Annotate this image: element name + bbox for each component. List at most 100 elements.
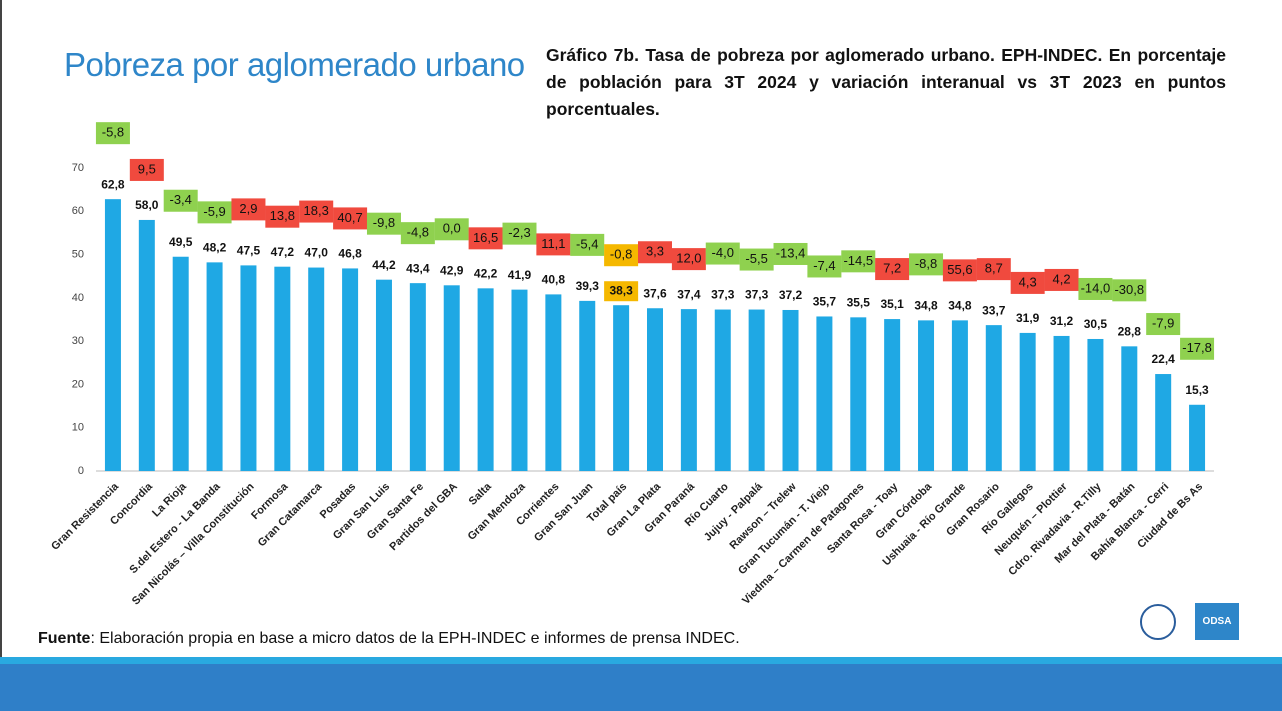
source-text: : Elaboración propia en base a micro dat… bbox=[90, 630, 740, 647]
value-label: 43,4 bbox=[406, 261, 430, 275]
source-label: Fuente bbox=[38, 630, 91, 647]
value-label: 46,8 bbox=[338, 247, 362, 261]
footer-band bbox=[0, 657, 1282, 664]
x-tick-label: Viedma – Carmen de Patagones bbox=[740, 481, 866, 607]
variation-label: 11,1 bbox=[541, 236, 565, 251]
bar bbox=[1155, 374, 1172, 471]
variation-label: -5,8 bbox=[102, 125, 124, 140]
variation-box bbox=[604, 244, 639, 267]
variation-box bbox=[909, 253, 944, 276]
y-tick-label: 40 bbox=[72, 292, 84, 304]
variation-label: 0,0 bbox=[443, 221, 461, 236]
y-tick-label: 50 bbox=[72, 248, 84, 260]
variation-label: 40,7 bbox=[337, 210, 362, 225]
variation-label: -3,4 bbox=[169, 192, 191, 207]
bar bbox=[579, 300, 596, 471]
bar bbox=[918, 320, 935, 471]
variation-box bbox=[570, 233, 605, 256]
bar bbox=[206, 262, 223, 471]
variation-box bbox=[671, 248, 706, 271]
value-label: 37,3 bbox=[745, 288, 769, 302]
y-tick-label: 30 bbox=[72, 335, 84, 347]
value-label: 30,5 bbox=[1084, 317, 1108, 331]
bar bbox=[308, 267, 325, 471]
bar bbox=[104, 199, 121, 471]
bar bbox=[545, 294, 562, 471]
value-label: 37,3 bbox=[711, 288, 735, 302]
variation-label: 18,3 bbox=[304, 203, 329, 218]
bar bbox=[1189, 404, 1206, 471]
variation-box bbox=[1044, 268, 1079, 291]
value-label: 42,2 bbox=[474, 267, 498, 281]
value-label: 34,8 bbox=[914, 299, 938, 313]
bar bbox=[985, 325, 1002, 471]
variation-label: -8,8 bbox=[915, 256, 937, 271]
y-tick-label: 70 bbox=[72, 162, 84, 174]
bar bbox=[1019, 332, 1036, 471]
variation-box bbox=[1146, 313, 1181, 336]
value-label: 48,2 bbox=[203, 241, 227, 255]
variation-box bbox=[841, 250, 876, 273]
variation-label: 3,3 bbox=[646, 244, 664, 259]
y-tick-label: 20 bbox=[72, 378, 84, 390]
chart-title: Gráfico 7b. Tasa de pobreza por aglomera… bbox=[546, 45, 1226, 119]
variation-label: 4,3 bbox=[1019, 274, 1037, 289]
value-label: 35,5 bbox=[847, 296, 871, 310]
variation-box bbox=[231, 198, 266, 221]
slide-title: Pobreza por aglomerado urbano bbox=[64, 46, 525, 83]
variation-box bbox=[163, 189, 198, 212]
slide-edge bbox=[0, 0, 2, 711]
bar bbox=[613, 305, 630, 471]
variation-label: -14,0 bbox=[1081, 280, 1111, 295]
variation-box bbox=[197, 201, 232, 224]
bar bbox=[511, 289, 528, 471]
variation-label: 2,9 bbox=[239, 201, 257, 216]
variation-box bbox=[976, 258, 1011, 281]
value-label: 33,7 bbox=[982, 303, 1006, 317]
variation-box bbox=[299, 200, 334, 223]
variation-label: -5,5 bbox=[745, 251, 767, 266]
x-tick-label: Ciudad de Bs As bbox=[1135, 481, 1205, 551]
variation-box bbox=[434, 218, 469, 241]
variation-label: -5,4 bbox=[576, 236, 598, 251]
variation-box bbox=[1078, 277, 1113, 300]
variation-box bbox=[265, 205, 300, 228]
variation-label: -14,5 bbox=[843, 253, 873, 268]
variation-label: 55,6 bbox=[947, 262, 972, 277]
bar bbox=[748, 309, 765, 471]
variation-box bbox=[1180, 337, 1215, 360]
x-tick-label: Jujuy - Palpalá bbox=[702, 480, 766, 544]
variation-label: -13,4 bbox=[776, 245, 806, 260]
y-tick-label: 10 bbox=[72, 422, 84, 434]
variation-box bbox=[1112, 279, 1147, 302]
bar bbox=[240, 265, 257, 471]
variation-label: 9,5 bbox=[138, 161, 156, 176]
x-tick-label: Salta bbox=[467, 480, 495, 508]
variation-box bbox=[129, 158, 164, 181]
bar bbox=[477, 288, 494, 471]
value-label: 22,4 bbox=[1152, 352, 1176, 366]
variation-label: -30,8 bbox=[1114, 282, 1144, 297]
value-label: 40,8 bbox=[542, 273, 566, 287]
variation-box bbox=[400, 222, 435, 245]
value-label: 49,5 bbox=[169, 235, 193, 249]
variation-box bbox=[1010, 271, 1045, 294]
bar bbox=[816, 316, 833, 471]
bar bbox=[1087, 338, 1104, 471]
bar bbox=[647, 308, 663, 471]
value-label: 42,9 bbox=[440, 263, 464, 277]
footer-band bbox=[0, 664, 1282, 711]
value-label-box bbox=[604, 281, 639, 302]
value-label: 34,8 bbox=[948, 299, 972, 313]
variation-label: -2,3 bbox=[508, 225, 530, 240]
variation-box bbox=[468, 227, 503, 250]
value-label: 35,7 bbox=[813, 295, 837, 309]
bar bbox=[1121, 346, 1138, 471]
variation-box bbox=[739, 248, 774, 271]
value-label: 39,3 bbox=[576, 279, 600, 293]
variation-label: -0,8 bbox=[610, 247, 632, 262]
value-label: 37,2 bbox=[779, 288, 803, 302]
variation-box bbox=[333, 207, 368, 230]
bar bbox=[443, 285, 460, 471]
